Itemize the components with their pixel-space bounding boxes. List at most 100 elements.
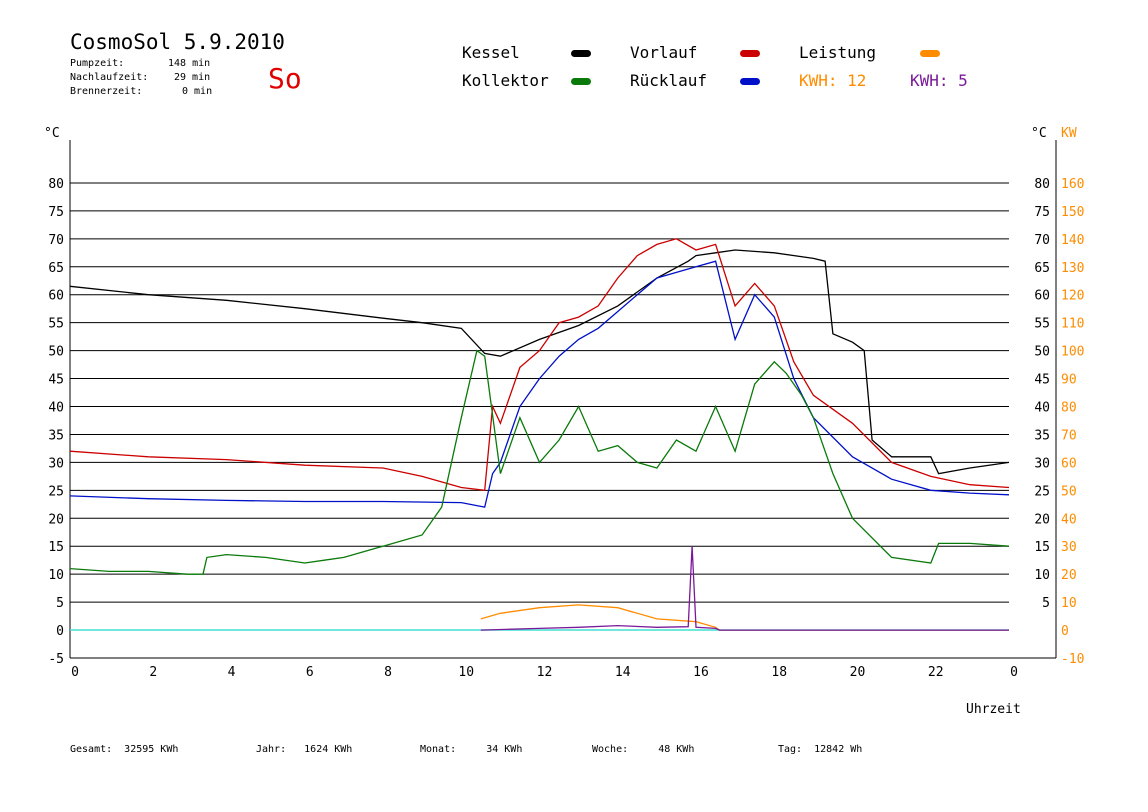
legend-leistung-swatch <box>920 50 940 57</box>
y-tick-label-left: 80 <box>48 177 64 192</box>
brennerzeit-value: 0 min <box>182 86 213 97</box>
legend-vorlauf-swatch <box>740 50 760 57</box>
series-line-kollektor <box>69 349 1010 575</box>
x-tick-label: 0 <box>71 665 79 680</box>
x-tick-label: 0 <box>1010 665 1018 680</box>
legend-kessel-swatch <box>571 50 591 57</box>
tick-labels: -505101520253035404550556065707580510152… <box>44 126 1084 680</box>
footer-jahr: Jahr: 1624 KWh <box>256 744 353 755</box>
y-axis-unit-kw: KW <box>1061 126 1077 141</box>
y-tick-label-kw: 20 <box>1061 568 1077 583</box>
y-axis-unit-left: °C <box>44 126 60 141</box>
y-tick-label-kw: 0 <box>1061 624 1069 639</box>
y-tick-label-right: 30 <box>1034 456 1050 471</box>
y-tick-label-right: 20 <box>1034 512 1050 527</box>
y-tick-label-right: 75 <box>1034 205 1050 220</box>
y-tick-label-kw: 120 <box>1061 289 1084 304</box>
pumpzeit-label: Pumpzeit: <box>70 58 125 69</box>
series-lines <box>69 238 1010 631</box>
legend-kessel-label: Kessel <box>462 43 520 62</box>
y-tick-label-kw: 30 <box>1061 540 1077 555</box>
y-tick-label-kw: 40 <box>1061 512 1077 527</box>
y-tick-label-kw: 80 <box>1061 401 1077 416</box>
y-tick-label-left: 45 <box>48 373 64 388</box>
y-tick-label-right: 35 <box>1034 428 1050 443</box>
y-tick-label-kw: 160 <box>1061 177 1084 192</box>
y-tick-label-kw: 60 <box>1061 456 1077 471</box>
x-tick-label: 22 <box>928 665 944 680</box>
x-tick-label: 4 <box>228 665 236 680</box>
y-tick-label-left: 65 <box>48 261 64 276</box>
y-tick-label-kw: 100 <box>1061 345 1084 360</box>
y-tick-label-left: 75 <box>48 205 64 220</box>
legend-leistung-label: Leistung <box>799 43 877 62</box>
grid <box>70 182 1009 631</box>
x-tick-label: 10 <box>458 665 474 680</box>
y-tick-label-left: 20 <box>48 512 64 527</box>
y-tick-label-right: 60 <box>1034 289 1050 304</box>
y-tick-label-kw: 50 <box>1061 484 1077 499</box>
series-line-ruecklauf <box>69 260 1010 508</box>
y-tick-label-kw: 70 <box>1061 428 1077 443</box>
legend-kwh-5: KWH: 5 <box>910 71 968 90</box>
y-tick-label-right: 65 <box>1034 261 1050 276</box>
legend-ruecklauf-swatch <box>740 78 760 85</box>
footer-gesamt: Gesamt: 32595 KWh <box>70 744 179 755</box>
nachlaufzeit-value: 29 min <box>174 72 211 83</box>
y-tick-label-left: 0 <box>56 624 64 639</box>
footer-woche: Woche: 48 KWh <box>592 744 695 755</box>
series-line-vorlauf <box>69 238 1010 492</box>
x-tick-label: 20 <box>850 665 866 680</box>
y-tick-label-left: 15 <box>48 540 64 555</box>
y-tick-label-right: 45 <box>1034 373 1050 388</box>
y-tick-label-right: 10 <box>1034 568 1050 583</box>
y-tick-label-right: 5 <box>1042 596 1050 611</box>
legend-kollektor-label: Kollektor <box>462 71 549 90</box>
y-tick-label-right: 15 <box>1034 540 1050 555</box>
x-tick-label: 12 <box>537 665 553 680</box>
y-tick-label-left: 10 <box>48 568 64 583</box>
y-tick-label-kw: 140 <box>1061 233 1084 248</box>
y-tick-label-right: 40 <box>1034 401 1050 416</box>
y-axis-unit-right: °C <box>1031 126 1047 141</box>
legend-ruecklauf-label: Rücklauf <box>630 71 708 90</box>
y-tick-label-kw: 150 <box>1061 205 1084 220</box>
y-tick-label-left: 40 <box>48 401 64 416</box>
x-tick-label: 16 <box>693 665 709 680</box>
weekday-label: So <box>268 62 302 95</box>
x-axis-label: Uhrzeit <box>966 702 1021 717</box>
legend-vorlauf-label: Vorlauf <box>630 43 698 62</box>
series-line-leistung <box>480 604 1009 631</box>
pumpzeit-value: 148 min <box>168 58 211 69</box>
y-tick-label-left: -5 <box>48 652 64 667</box>
y-tick-label-right: 25 <box>1034 484 1050 499</box>
y-tick-label-left: 30 <box>48 456 64 471</box>
y-tick-label-left: 35 <box>48 428 64 443</box>
chart-title: CosmoSol 5.9.2010 <box>70 30 285 54</box>
y-tick-label-kw: 10 <box>1061 596 1077 611</box>
y-tick-label-right: 50 <box>1034 345 1050 360</box>
axes <box>69 140 1057 659</box>
series-line-kwh2 <box>480 546 1009 631</box>
x-tick-label: 8 <box>384 665 392 680</box>
footer-monat: Monat: 34 KWh <box>420 744 523 755</box>
x-tick-label: 14 <box>615 665 631 680</box>
y-tick-label-right: 70 <box>1034 233 1050 248</box>
x-tick-label: 6 <box>306 665 314 680</box>
y-tick-label-left: 60 <box>48 289 64 304</box>
series-line-kessel <box>69 249 1010 475</box>
y-tick-label-left: 55 <box>48 317 64 332</box>
brennerzeit-label: Brennerzeit: <box>70 86 143 97</box>
y-tick-label-right: 55 <box>1034 317 1050 332</box>
y-tick-label-right: 80 <box>1034 177 1050 192</box>
x-tick-label: 18 <box>771 665 787 680</box>
x-tick-label: 2 <box>149 665 157 680</box>
y-tick-label-left: 50 <box>48 345 64 360</box>
y-tick-label-kw: 110 <box>1061 317 1084 332</box>
legend-kollektor-swatch <box>571 78 591 85</box>
y-tick-label-left: 5 <box>56 596 64 611</box>
nachlaufzeit-label: Nachlaufzeit: <box>70 72 149 83</box>
footer-tag: Tag: 12842 Wh <box>778 744 863 755</box>
y-tick-label-left: 25 <box>48 484 64 499</box>
